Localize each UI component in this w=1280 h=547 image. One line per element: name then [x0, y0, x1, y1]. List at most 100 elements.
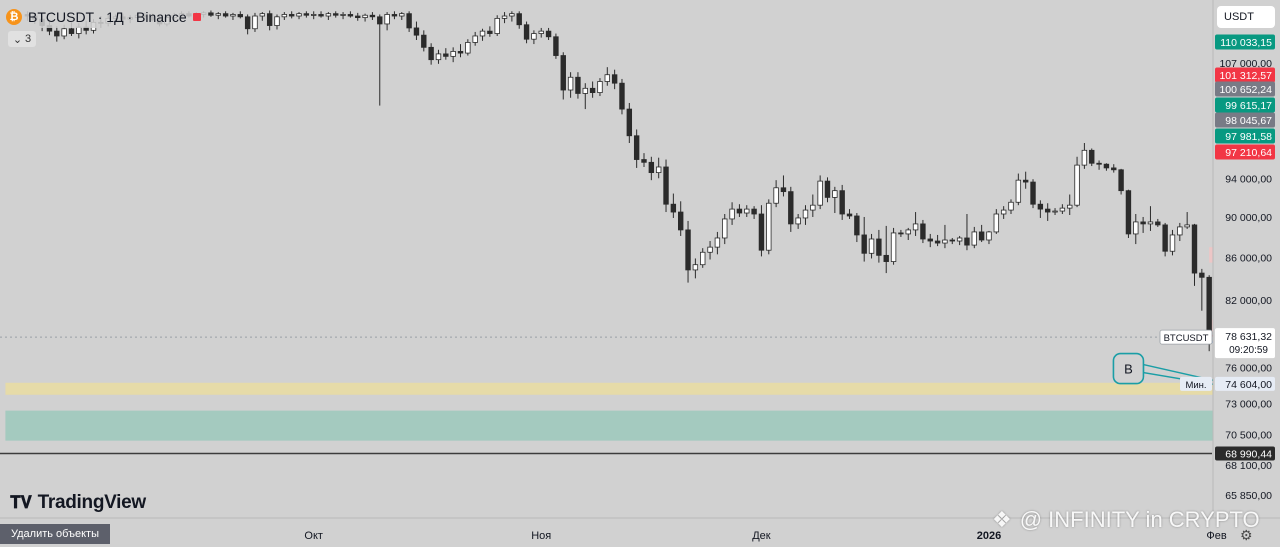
candle[interactable]	[912, 223, 919, 231]
candle[interactable]	[655, 166, 662, 174]
candle[interactable]	[1103, 163, 1110, 169]
candle[interactable]	[839, 190, 845, 215]
callout-B-box[interactable]	[1112, 352, 1145, 385]
candle[interactable]	[1199, 272, 1205, 278]
candle[interactable]	[413, 27, 420, 36]
candle[interactable]	[377, 16, 383, 25]
candle[interactable]	[68, 28, 75, 34]
candle[interactable]	[802, 209, 809, 219]
candle[interactable]	[487, 30, 493, 34]
candle[interactable]	[531, 33, 537, 40]
price-tag[interactable]	[1215, 81, 1275, 97]
candle[interactable]	[898, 232, 904, 235]
candle[interactable]	[1111, 167, 1117, 171]
candle[interactable]	[1096, 162, 1102, 165]
candle[interactable]	[1162, 224, 1168, 252]
candle[interactable]	[1008, 201, 1014, 211]
candle[interactable]	[692, 264, 699, 271]
candle[interactable]	[1140, 221, 1146, 225]
candle[interactable]	[509, 13, 515, 17]
candle[interactable]	[1037, 203, 1044, 210]
candle[interactable]	[611, 74, 618, 84]
candle[interactable]	[1177, 226, 1183, 236]
candle[interactable]	[215, 13, 221, 16]
candle[interactable]	[729, 208, 735, 220]
candle[interactable]	[942, 239, 948, 244]
candle[interactable]	[817, 180, 823, 206]
candle[interactable]	[384, 14, 390, 25]
candle[interactable]	[435, 53, 442, 61]
candle[interactable]	[934, 240, 941, 244]
candle[interactable]	[824, 180, 831, 198]
candle[interactable]	[406, 13, 412, 29]
candle[interactable]	[465, 42, 471, 54]
candle[interactable]	[633, 135, 640, 160]
candle[interactable]	[648, 161, 655, 174]
candle[interactable]	[1184, 224, 1190, 228]
candle[interactable]	[832, 190, 838, 198]
candle[interactable]	[986, 231, 992, 241]
candle[interactable]	[208, 12, 214, 16]
candle[interactable]	[626, 108, 633, 137]
candle[interactable]	[868, 238, 875, 254]
candle[interactable]	[1081, 149, 1088, 166]
candle[interactable]	[560, 55, 566, 91]
candle[interactable]	[252, 15, 258, 30]
price-tag[interactable]	[1215, 97, 1275, 113]
symbol-tag[interactable]	[1159, 329, 1213, 345]
candle[interactable]	[927, 238, 933, 242]
remove-objects-button[interactable]: Удалить объекты	[0, 524, 110, 544]
candle[interactable]	[310, 14, 317, 16]
candle[interactable]	[421, 34, 427, 48]
candle[interactable]	[582, 87, 588, 94]
candle[interactable]	[362, 14, 368, 19]
candle[interactable]	[1052, 210, 1058, 213]
candle[interactable]	[589, 87, 596, 93]
candle[interactable]	[1169, 234, 1176, 252]
current-price-tag[interactable]	[1215, 328, 1275, 359]
candle[interactable]	[670, 203, 677, 213]
candle[interactable]	[861, 234, 867, 254]
candle[interactable]	[949, 239, 955, 242]
candle[interactable]	[428, 46, 434, 61]
candle[interactable]	[244, 16, 251, 30]
candle[interactable]	[545, 30, 552, 38]
gear-icon[interactable]: ⚙	[1240, 527, 1253, 543]
price-tag[interactable]	[1215, 112, 1275, 128]
candle[interactable]	[758, 213, 765, 251]
candle[interactable]	[920, 223, 926, 240]
candle[interactable]	[1045, 208, 1051, 213]
candle[interactable]	[1022, 179, 1029, 183]
candle[interactable]	[663, 166, 669, 205]
candle[interactable]	[391, 14, 398, 17]
candle[interactable]	[1000, 209, 1007, 215]
low-marker-tag[interactable]	[1180, 376, 1212, 391]
candle[interactable]	[340, 14, 346, 16]
candle[interactable]	[274, 16, 280, 26]
candle[interactable]	[479, 30, 486, 37]
candle[interactable]	[516, 13, 522, 26]
price-tag[interactable]	[1215, 144, 1275, 160]
candle[interactable]	[1155, 221, 1161, 226]
candle[interactable]	[722, 218, 728, 239]
candle[interactable]	[678, 211, 684, 231]
price-tag[interactable]	[1215, 67, 1275, 83]
price-tag[interactable]	[1215, 34, 1275, 50]
candle[interactable]	[1147, 221, 1154, 225]
candle[interactable]	[883, 254, 889, 262]
candle[interactable]	[964, 237, 970, 246]
candle[interactable]	[538, 30, 544, 34]
low-price-tag[interactable]	[1215, 376, 1275, 391]
candle[interactable]	[780, 187, 787, 193]
candle[interactable]	[1089, 149, 1095, 164]
candle[interactable]	[266, 13, 273, 26]
zone-box[interactable]	[5, 382, 1280, 395]
candle[interactable]	[641, 159, 647, 163]
candle[interactable]	[978, 231, 985, 241]
candle[interactable]	[751, 208, 757, 215]
candle[interactable]	[230, 14, 236, 17]
candle[interactable]	[788, 191, 794, 225]
candle[interactable]	[1059, 207, 1066, 212]
candle[interactable]	[1118, 169, 1124, 192]
candle[interactable]	[450, 51, 456, 57]
